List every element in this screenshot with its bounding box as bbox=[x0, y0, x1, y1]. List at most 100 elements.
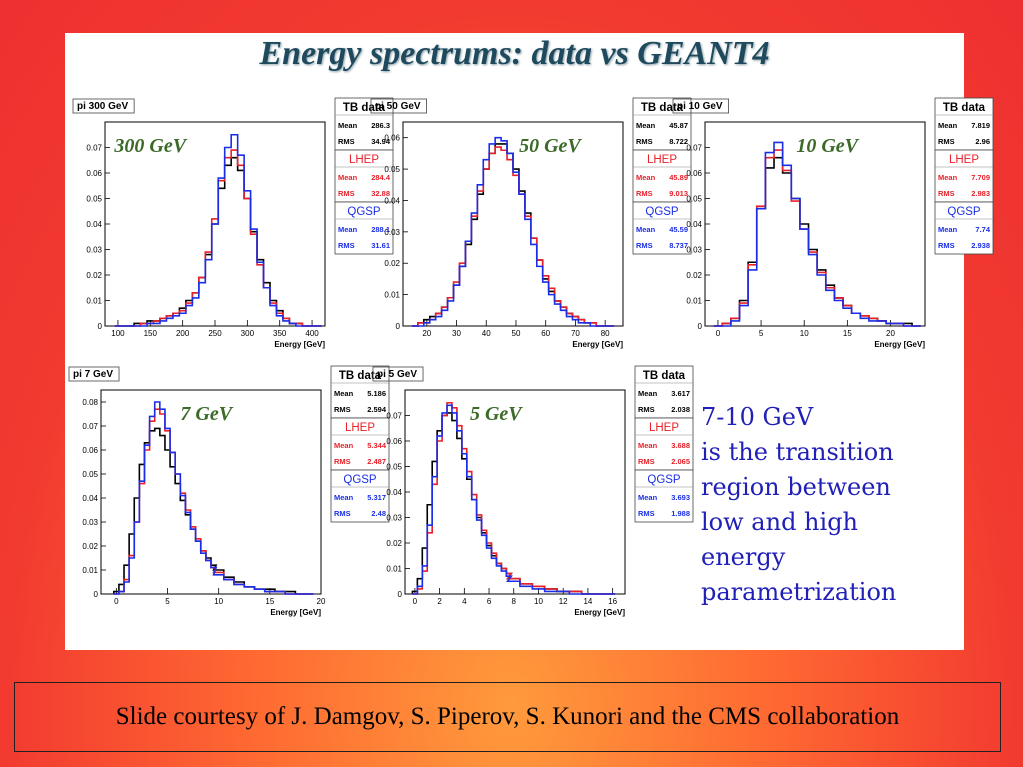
legend-stat-key: RMS bbox=[338, 241, 355, 250]
slide-panel: Energy spectrums: data vs GEANT4 pi 300 … bbox=[65, 33, 994, 650]
credit-box: Slide courtesy of J. Damgov, S. Piperov,… bbox=[14, 682, 1001, 752]
legend-stat-key: Mean bbox=[636, 121, 656, 130]
legend-stat-value: 286.3 bbox=[371, 121, 390, 130]
series-qgsp bbox=[113, 401, 314, 595]
legend-stat-key: RMS bbox=[938, 241, 955, 250]
y-tick-label: 0.07 bbox=[386, 412, 402, 421]
x-tick-label: 350 bbox=[273, 329, 287, 338]
plot-300gev: pi 300 GeV 0 0.01 0.02 0.03 0.04 0.05 0.06 0.07 1… bbox=[72, 97, 394, 349]
legend-box bbox=[632, 149, 692, 203]
series-qgsp bbox=[411, 136, 615, 327]
legend-title: TB data bbox=[339, 370, 382, 382]
x-tick-label: 6 bbox=[487, 597, 492, 606]
legend-stat-key: RMS bbox=[338, 189, 355, 198]
panel-name-box bbox=[372, 366, 424, 382]
series-lhep bbox=[411, 146, 615, 327]
legend-title: QGSP bbox=[343, 474, 377, 486]
legend-title: TB data bbox=[643, 370, 686, 382]
legend-stat-value: 3.688 bbox=[671, 441, 690, 450]
legend-title: LHEP bbox=[345, 422, 375, 434]
note-line: low and high bbox=[701, 508, 859, 536]
legend-stat-value: 2.038 bbox=[671, 405, 690, 414]
series-qgsp bbox=[713, 141, 921, 327]
legend-stat-value: 2.938 bbox=[971, 241, 990, 250]
y-tick-label: 0.03 bbox=[686, 246, 702, 255]
y-tick-label: 0.02 bbox=[82, 542, 98, 551]
x-tick-label: 0 bbox=[114, 597, 119, 606]
y-tick-label: 0.03 bbox=[86, 246, 102, 255]
x-tick-label: 20 bbox=[422, 329, 431, 338]
legend-stat-value: 45.59 bbox=[669, 225, 688, 234]
legend-box bbox=[334, 149, 394, 203]
legend-stat-key: RMS bbox=[636, 241, 653, 250]
stats-legend: TB data Mean 286.3 RMS 34.94 LHEP Mean 284.4 RMS… bbox=[334, 97, 394, 255]
x-tick-label: 30 bbox=[452, 329, 461, 338]
x-axis-label: Energy [GeV] bbox=[874, 340, 925, 349]
x-tick-label: 0 bbox=[413, 597, 418, 606]
legend-stat-key: Mean bbox=[938, 173, 958, 182]
legend-stat-key: Mean bbox=[636, 225, 656, 234]
legend-stat-value: 45.89 bbox=[669, 173, 688, 182]
panel-name-box bbox=[72, 98, 135, 114]
y-tick-label: 0.01 bbox=[384, 291, 400, 300]
legend-stat-value: 2.487 bbox=[367, 457, 386, 466]
note-line: 7-10 GeV bbox=[701, 403, 814, 431]
y-tick-label: 0.06 bbox=[384, 134, 400, 143]
legend-stat-key: RMS bbox=[638, 457, 655, 466]
plot-7gev: pi 7 GeV 0 0.01 0.02 0.03 0.04 0.05 0.06 0.07 0.0… bbox=[68, 365, 390, 617]
legend-stat-key: Mean bbox=[638, 441, 658, 450]
plot-frame bbox=[402, 121, 624, 327]
note-line: region between bbox=[701, 473, 891, 501]
x-tick-label: 16 bbox=[608, 597, 617, 606]
plot-frame bbox=[100, 389, 322, 595]
legend-stat-key: RMS bbox=[334, 509, 351, 518]
x-tick-label: 2 bbox=[437, 597, 442, 606]
x-tick-label: 80 bbox=[601, 329, 610, 338]
x-tick-label: 5 bbox=[165, 597, 170, 606]
series-lhep bbox=[113, 408, 314, 595]
legend-stat-key: RMS bbox=[334, 405, 351, 414]
legend-box bbox=[330, 417, 390, 471]
x-tick-label: 20 bbox=[886, 329, 895, 338]
y-tick-label: 0.07 bbox=[82, 422, 98, 431]
y-tick-label: 0.01 bbox=[82, 566, 98, 575]
legend-stat-value: 32.88 bbox=[371, 189, 390, 198]
legend-stat-key: RMS bbox=[938, 189, 955, 198]
plot-10gev: pi 10 GeV 0 0.01 0.02 0.03 0.04 0.05 0.06 0.07 0 5… bbox=[672, 97, 994, 349]
stats-legend: TB data Mean 5.186 RMS 2.594 LHEP Mean 5.344 RMS… bbox=[330, 365, 390, 523]
x-tick-label: 200 bbox=[176, 329, 190, 338]
y-tick-label: 0 bbox=[398, 590, 403, 599]
stats-legend: TB data Mean 3.617 RMS 2.038 LHEP Mean 3.688 RMS… bbox=[634, 365, 694, 523]
legend-stat-key: RMS bbox=[636, 189, 653, 198]
y-tick-label: 0.04 bbox=[86, 220, 102, 229]
x-axis-label: Energy [GeV] bbox=[274, 340, 325, 349]
y-tick-label: 0.06 bbox=[86, 169, 102, 178]
y-tick-label: 0.07 bbox=[686, 144, 702, 153]
series-lhep bbox=[713, 149, 921, 327]
note-line: parametrization bbox=[701, 578, 897, 606]
series-tb-data bbox=[713, 156, 921, 327]
legend-stat-value: 5.317 bbox=[367, 493, 386, 502]
x-tick-label: 400 bbox=[305, 329, 319, 338]
legend-stat-value: 3.693 bbox=[671, 493, 690, 502]
legend-stat-value: 9.013 bbox=[669, 189, 688, 198]
legend-stat-key: RMS bbox=[338, 137, 355, 146]
y-tick-label: 0.02 bbox=[86, 271, 102, 280]
energy-label: 10 GeV bbox=[796, 135, 859, 157]
y-tick-label: 0.06 bbox=[386, 437, 402, 446]
panel-name: pi 10 GeV bbox=[677, 101, 723, 112]
legend-title: TB data bbox=[343, 102, 386, 114]
x-tick-label: 60 bbox=[541, 329, 550, 338]
y-tick-label: 0.08 bbox=[82, 398, 98, 407]
panel-name: pi 50 GeV bbox=[375, 101, 421, 112]
y-tick-label: 0.01 bbox=[386, 565, 402, 574]
y-tick-label: 0 bbox=[396, 322, 401, 331]
panel-name-box bbox=[672, 98, 729, 114]
legend-stat-value: 288.1 bbox=[371, 225, 390, 234]
legend-stat-value: 34.94 bbox=[371, 137, 391, 146]
slide-title: Energy spectrums: data vs GEANT4 bbox=[259, 35, 770, 72]
legend-stat-value: 2.96 bbox=[975, 137, 990, 146]
x-tick-label: 50 bbox=[512, 329, 521, 338]
panel-name-box bbox=[370, 98, 427, 114]
